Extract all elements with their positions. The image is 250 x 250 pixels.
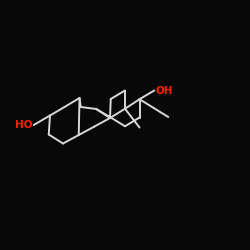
- Text: HO: HO: [15, 120, 32, 130]
- Text: OH: OH: [156, 86, 173, 96]
